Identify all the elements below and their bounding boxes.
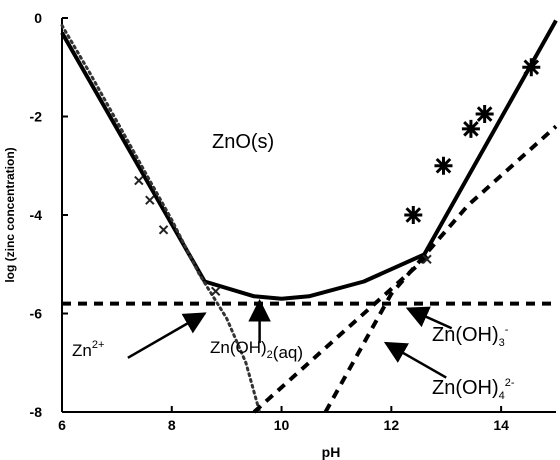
annotation-arrow [127, 312, 207, 359]
asterisk-data-point [461, 119, 480, 138]
y-tick-label: -2 [30, 109, 43, 125]
series-dotted-line [60, 23, 262, 414]
asterisk-data-point [522, 58, 541, 77]
cross-data-point [134, 175, 144, 186]
asterisk-data-point [404, 206, 423, 224]
species-label: Zn2+ [72, 339, 104, 360]
marker-layer [134, 58, 541, 297]
x-tick-label: 10 [274, 417, 290, 433]
y-tick-labels: 0 -2 -4 -6 -8 [30, 10, 43, 420]
y-tick-label: -4 [30, 207, 43, 223]
annotation-arrow [405, 306, 453, 330]
species-label: Zn(OH)3- [432, 324, 509, 349]
x-tick-label: 8 [168, 417, 176, 433]
asterisk-data-point [434, 156, 453, 175]
asterisk-data-point [475, 105, 494, 124]
y-tick-label: -8 [30, 404, 43, 420]
y-tick-label: 0 [34, 10, 42, 26]
cross-data-point [145, 195, 155, 205]
x-tick-label: 14 [493, 417, 509, 433]
x-axis-title: pH [322, 444, 341, 460]
cross-data-point [210, 286, 221, 297]
x-tick-label: 6 [58, 417, 66, 433]
annotation-layer: Zn2+ Zn(OH)2(aq) Zn(OH)3- Zn(OH)42- [72, 298, 515, 402]
species-label: Zn(OH)42- [432, 377, 515, 402]
y-tick-marks [62, 17, 68, 413]
cross-data-point [422, 254, 432, 265]
x-tick-labels: 6 8 10 12 14 [58, 417, 509, 433]
y-axis-title: log (zinc concentration) [3, 147, 17, 282]
species-label: Zn(OH)2(aq) [210, 338, 303, 362]
x-tick-label: 12 [384, 417, 400, 433]
y-tick-label: -6 [30, 306, 43, 322]
series-dashed-line [252, 252, 432, 414]
series-dashed-line [323, 124, 558, 413]
cross-data-point [158, 225, 169, 235]
series-layer [60, 19, 558, 414]
region-label: ZnO(s) [212, 131, 274, 153]
annotation-arrow [383, 341, 447, 379]
series-solid-line [60, 19, 558, 301]
